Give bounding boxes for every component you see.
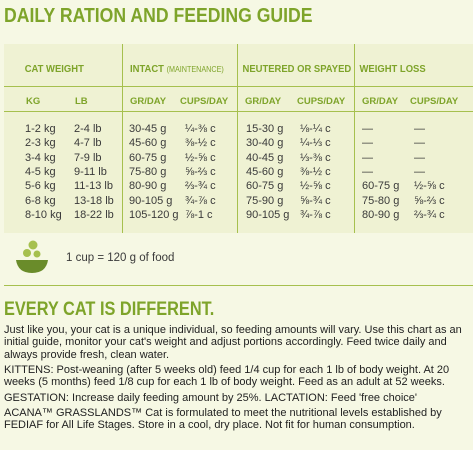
acana-paragraph: ACANA™ GRASSLANDS™ Cat is formulated to …: [4, 407, 442, 432]
cup-conversion-note: 1 cup = 120 g of food: [66, 252, 175, 264]
cell-intact-gr: 60-75 g: [129, 151, 167, 164]
gestation-paragraph: GESTATION: Increase daily feeding amount…: [4, 392, 418, 404]
cell-neut-gr: 60-75 g: [246, 180, 284, 193]
cell-neut-cups: ⅛-¼ c: [300, 123, 331, 135]
cell-lb: 11-13 lb: [74, 180, 113, 193]
cell-wl-gr: 60-75 g: [362, 180, 400, 193]
subheader-intact-cups: CUPS/DAY: [180, 96, 229, 107]
cell-neut-cups: ¼-⅓ c: [300, 137, 331, 150]
cell-wl-gr: —: [362, 137, 373, 150]
cell-lb: 2-4 lb: [74, 123, 102, 135]
cell-kg: 5-6 kg: [25, 180, 56, 193]
feeding-table: CAT WEIGHT INTACT (MAINTENANCE) NEUTERED…: [4, 44, 473, 233]
header-divider: [4, 86, 473, 87]
subheader-wl-gr: GR/DAY: [362, 96, 399, 107]
cell-neut-gr: 75-90 g: [246, 194, 284, 207]
header-intact-sub: (MAINTENANCE): [166, 65, 224, 74]
cell-lb: 4-7 lb: [74, 137, 102, 150]
cell-kg: 3-4 kg: [25, 151, 56, 164]
cell-intact-gr: 80-90 g: [129, 180, 167, 193]
cell-intact-cups: ⅔-¾ c: [185, 180, 216, 193]
cell-lb: 13-18 lb: [74, 194, 114, 207]
cell-intact-gr: 45-60 g: [129, 137, 167, 150]
cell-neut-gr: 40-45 g: [246, 151, 284, 164]
section-title: EVERY CAT IS DIFFERENT.: [4, 299, 215, 320]
cell-kg: 8-10 kg: [25, 208, 62, 221]
subheader-kg: KG: [26, 96, 41, 107]
cell-neut-cups: ⅜-½ c: [300, 165, 331, 178]
section-divider: [4, 285, 473, 286]
subheader-lb: LB: [75, 96, 88, 107]
cell-intact-gr: 105-120 g: [129, 208, 179, 221]
cell-wl-cups: ⅝-⅔ c: [414, 194, 445, 207]
cell-intact-gr: 30-45 g: [129, 123, 167, 135]
cell-intact-cups: ⅜-½ c: [185, 137, 216, 150]
header-neutered: NEUTERED OR SPAYED: [242, 63, 352, 75]
cell-neut-gr: 45-60 g: [246, 165, 284, 178]
cell-kg: 4-5 kg: [25, 165, 56, 178]
subheader-wl-cups: CUPS/DAY: [410, 96, 459, 107]
header-weight-loss: WEIGHT LOSS: [359, 63, 426, 75]
kittens-paragraph: KITTENS: Post-weaning (after 5 weeks old…: [4, 364, 450, 389]
cell-neut-cups: ⅝-¾ c: [300, 194, 331, 207]
cell-wl-gr: 75-80 g: [362, 194, 400, 207]
subheader-intact-gr: GR/DAY: [130, 96, 167, 107]
cell-intact-cups: ½-⅝ c: [185, 151, 216, 164]
cell-intact-cups: ⅝-⅔ c: [185, 165, 216, 178]
cell-intact-cups: ⅞-1 c: [185, 208, 213, 221]
cell-wl-cups: ½-⅝ c: [414, 180, 445, 193]
cell-lb: 18-22 lb: [74, 208, 114, 221]
cell-intact-cups: ¼-⅜ c: [185, 123, 216, 135]
page-title: DAILY RATION AND FEEDING GUIDE: [4, 4, 313, 27]
cell-wl-gr: 80-90 g: [362, 208, 400, 221]
subheader-neut-gr: GR/DAY: [245, 96, 282, 107]
cell-intact-gr: 90-105 g: [129, 194, 173, 207]
subheader-divider: [4, 111, 473, 112]
cell-wl-cups: —: [414, 165, 425, 178]
cell-intact-gr: 75-80 g: [129, 165, 167, 178]
header-cat-weight: CAT WEIGHT: [24, 63, 84, 75]
cell-wl-gr: —: [362, 165, 373, 178]
cell-neut-cups: ⅓-⅜ c: [300, 151, 331, 164]
subheader-neut-cups: CUPS/DAY: [297, 96, 346, 107]
cell-kg: 2-3 kg: [25, 137, 56, 150]
cell-wl-cups: —: [414, 151, 425, 164]
column-divider: [354, 44, 355, 233]
cell-neut-gr: 90-105 g: [246, 208, 290, 221]
cell-intact-cups: ¾-⅞ c: [185, 194, 216, 207]
cell-lb: 9-11 lb: [74, 165, 107, 178]
cell-neut-gr: 15-30 g: [246, 123, 284, 135]
cell-wl-gr: —: [362, 123, 373, 135]
cell-wl-cups: —: [414, 137, 425, 150]
column-divider: [237, 44, 238, 233]
column-divider: [122, 44, 123, 233]
cell-wl-gr: —: [362, 151, 373, 164]
cell-neut-cups: ½-⅝ c: [300, 180, 331, 193]
intro-paragraph: Just like you, your cat is a unique indi…: [4, 324, 462, 361]
cell-wl-cups: —: [414, 123, 425, 135]
cell-wl-cups: ⅔-¾ c: [414, 208, 445, 221]
cell-kg: 1-2 kg: [25, 123, 56, 135]
cell-neut-cups: ¾-⅞ c: [300, 208, 331, 221]
cell-kg: 6-8 kg: [25, 194, 56, 207]
cell-lb: 7-9 lb: [74, 151, 102, 164]
header-intact: INTACT (MAINTENANCE): [130, 63, 224, 75]
cell-neut-gr: 30-40 g: [246, 137, 284, 150]
food-bowl-icon: [16, 240, 48, 273]
